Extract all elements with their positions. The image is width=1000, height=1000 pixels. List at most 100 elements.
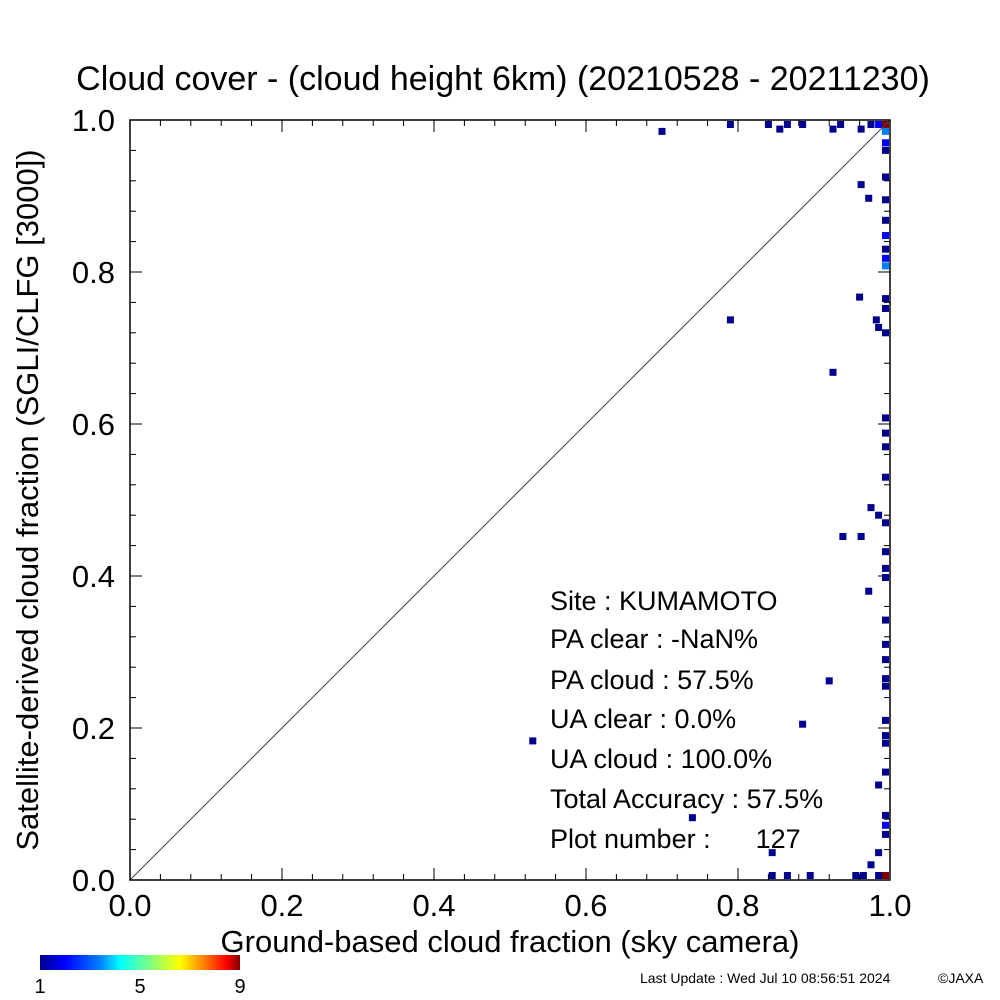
data-point [882, 329, 889, 337]
data-point [852, 872, 860, 879]
data-point [882, 146, 889, 154]
data-point [799, 720, 807, 728]
data-point [768, 849, 776, 857]
x-tick-label: 1.0 [868, 888, 911, 923]
data-point [882, 656, 889, 664]
data-point [882, 640, 889, 648]
last-update-text: Last Update : Wed Jul 10 08:56:51 2024 [640, 970, 891, 986]
data-point [882, 429, 889, 437]
y-tick-label: 0.8 [72, 255, 115, 290]
data-point [529, 737, 537, 745]
data-point [857, 532, 865, 540]
x-tick-label: 0.2 [260, 888, 303, 923]
data-point [882, 739, 889, 747]
data-point [783, 872, 791, 879]
data-point [857, 181, 865, 189]
data-point [829, 368, 837, 376]
data-point [882, 139, 889, 147]
data-point [882, 574, 889, 582]
data-point [882, 732, 889, 740]
data-point [875, 872, 883, 879]
data-point [764, 121, 772, 128]
data-point [882, 811, 889, 819]
stat-pa-cloud: PA cloud : 57.5% [550, 665, 754, 695]
data-point [882, 473, 889, 481]
data-point [882, 716, 889, 724]
data-point [882, 232, 889, 240]
data-point [726, 316, 734, 324]
data-point [875, 323, 883, 331]
data-point [882, 821, 889, 829]
data-point [872, 316, 880, 324]
data-point [829, 125, 837, 133]
data-point [882, 414, 889, 422]
data-point [882, 872, 889, 879]
data-point [875, 121, 883, 128]
x-tick-label: 0.8 [716, 888, 759, 923]
data-point [875, 849, 883, 857]
stat-ua-cloud: UA cloud : 100.0% [550, 744, 772, 774]
data-point [882, 196, 889, 204]
x-tick-label: 0.6 [564, 888, 607, 923]
data-point [867, 861, 875, 869]
colorbar-labels: 1 5 9 [34, 976, 245, 998]
data-point [882, 768, 889, 776]
y-tick-label: 0.4 [72, 559, 115, 594]
data-point [882, 443, 889, 451]
data-point [882, 127, 889, 135]
data-point [825, 677, 833, 685]
data-point [658, 127, 666, 135]
colorbar-tick-label: 5 [134, 976, 145, 998]
data-point [882, 245, 889, 253]
data-point [856, 293, 864, 301]
y-axis-label: Satellite-derived cloud fraction (SGLI/C… [10, 149, 45, 850]
y-tick-labels: 0.0 0.2 0.4 0.6 0.8 1.0 [72, 103, 115, 898]
data-point [882, 675, 889, 683]
y-tick-label: 0.6 [72, 407, 115, 442]
data-point [882, 548, 889, 556]
data-point [882, 304, 889, 312]
data-point [839, 532, 847, 540]
x-tick-labels: 0.0 0.2 0.4 0.6 0.8 1.0 [108, 888, 911, 923]
y-tick-label: 1.0 [72, 103, 115, 138]
data-point [865, 194, 873, 202]
reference-diagonal-line [129, 119, 891, 881]
data-point [882, 682, 889, 690]
x-axis-label: Ground-based cloud fraction (sky camera) [221, 924, 800, 959]
stat-pa-clear: PA clear : -NaN% [550, 624, 758, 654]
data-point [882, 173, 889, 181]
chart-title: Cloud cover - (cloud height 6km) (202105… [76, 60, 930, 98]
data-point [882, 295, 889, 303]
data-point [776, 125, 784, 133]
stat-ua-clear: UA clear : 0.0% [550, 704, 736, 734]
data-point [875, 781, 883, 789]
data-point [768, 872, 776, 879]
data-point [857, 125, 865, 133]
colorbar-tick-label: 9 [234, 976, 245, 998]
data-point [882, 216, 889, 224]
y-tick-label: 0.0 [72, 863, 115, 898]
x-tick-label: 0.0 [108, 888, 151, 923]
data-point [837, 121, 845, 128]
data-points [529, 121, 889, 879]
data-point [867, 504, 875, 512]
stat-site: Site : KUMAMOTO [550, 586, 778, 616]
data-point [882, 564, 889, 572]
data-point [882, 519, 889, 527]
y-tick-label: 0.2 [72, 711, 115, 746]
copyright-text: ©JAXA [938, 970, 984, 986]
data-point [875, 511, 883, 519]
colorbar [40, 955, 240, 970]
data-point [799, 121, 807, 128]
data-point [688, 814, 696, 822]
data-point [783, 121, 791, 128]
plot-frame [129, 119, 891, 881]
stat-plot-number: Plot number : 127 [550, 824, 801, 854]
colorbar-tick-label: 1 [34, 976, 45, 998]
data-point [865, 587, 873, 595]
data-point [882, 254, 889, 262]
data-point [867, 121, 875, 128]
data-point [882, 616, 889, 624]
x-tick-label: 0.4 [412, 888, 455, 923]
